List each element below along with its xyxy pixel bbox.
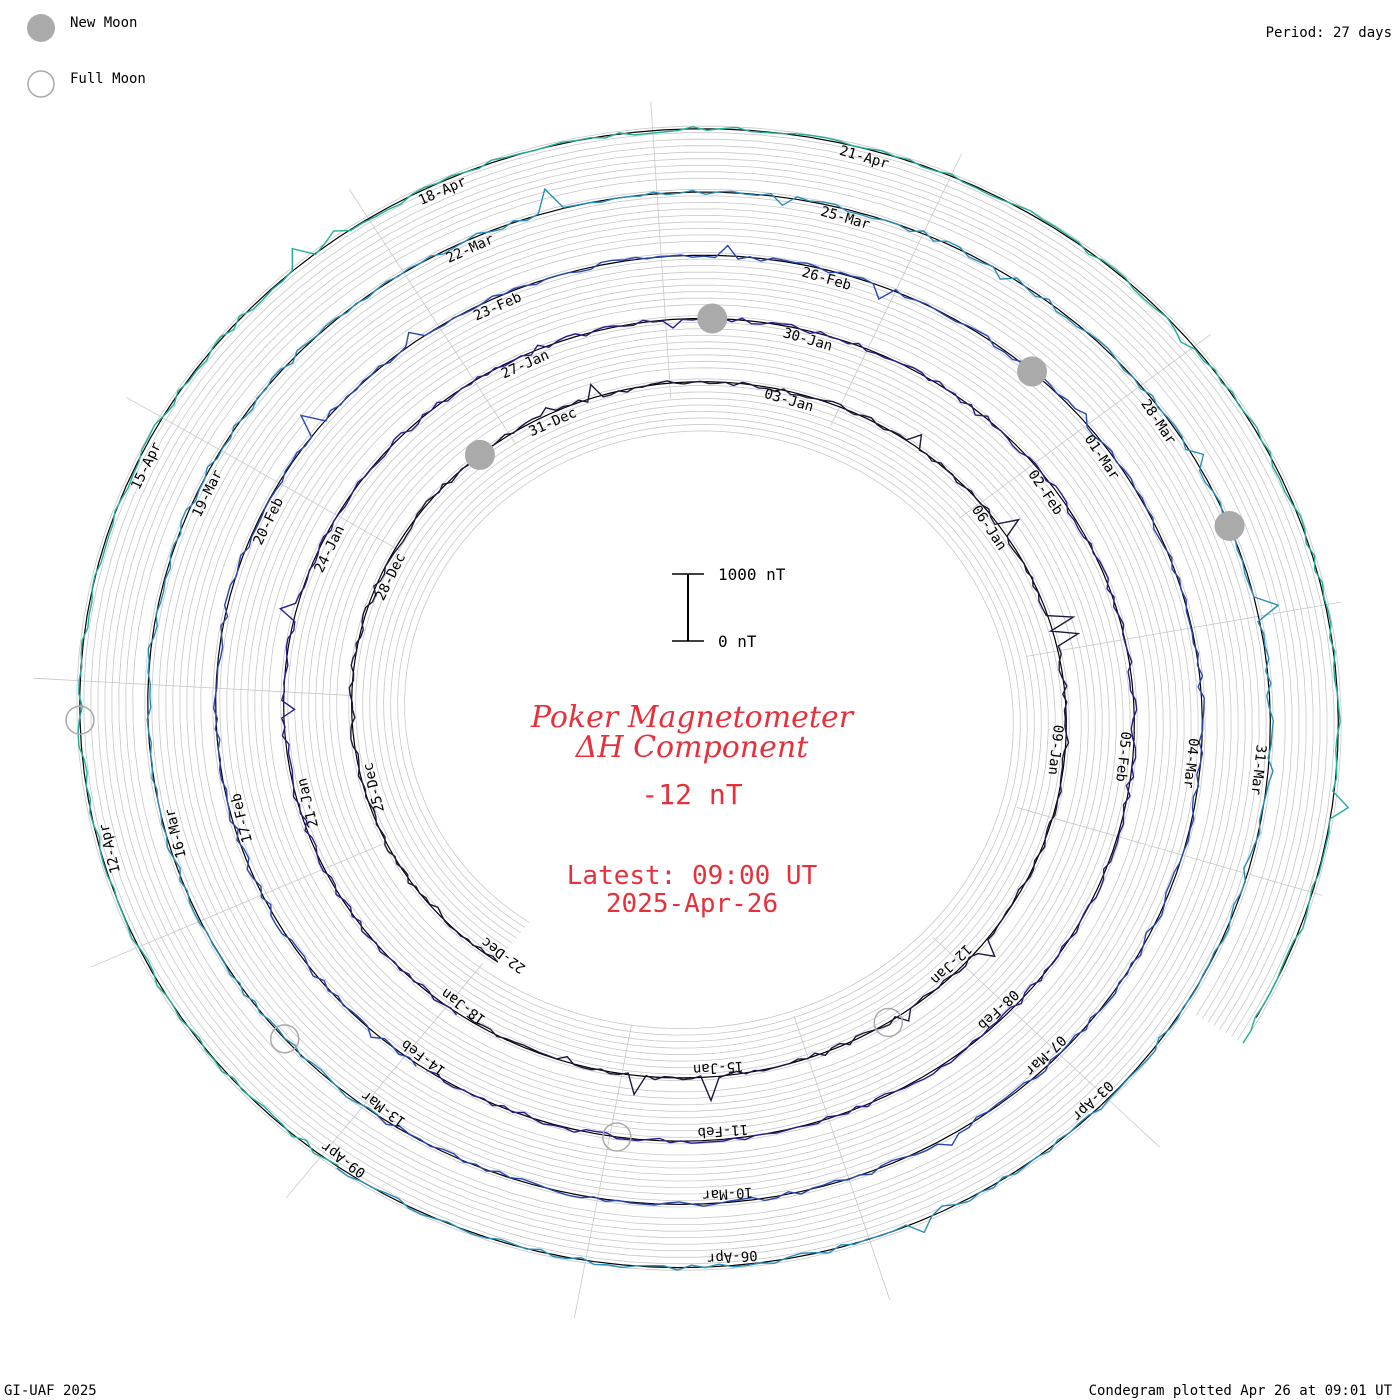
guide-spiral <box>83 132 1335 1265</box>
guide-spiral <box>104 151 1314 1245</box>
latest-date: 2025-Apr-26 <box>606 889 778 919</box>
date-label: 17-Feb <box>228 791 256 844</box>
date-label: 03-Jan <box>762 386 815 415</box>
full-moon-marker <box>65 705 95 735</box>
scale-top-label: 1000 nT <box>718 565 786 584</box>
new-moon-legend-label: New Moon <box>70 15 137 31</box>
new-moon-marker <box>1214 510 1245 541</box>
full-moon-legend-label: Full Moon <box>70 71 146 87</box>
trace-period <box>348 380 1081 1103</box>
date-label: 06-Apr <box>707 1247 759 1266</box>
radial-spoke <box>349 189 516 444</box>
latest-time: Latest: 09:00 UT <box>567 861 818 891</box>
new-moon-marker <box>697 303 728 334</box>
date-label: 01-Mar <box>1081 432 1122 483</box>
new-moon-marker <box>464 439 495 470</box>
date-label: 27-Jan <box>499 347 552 382</box>
date-label: 02-Feb <box>1024 467 1065 518</box>
full-moon-marker <box>269 1024 300 1054</box>
scale-bottom-label: 0 nT <box>718 632 757 651</box>
current-value: -12 nT <box>641 778 742 811</box>
trace-period <box>146 187 1280 1271</box>
date-label: 10-Mar <box>702 1184 754 1203</box>
radial-spoke <box>958 334 1211 519</box>
date-label: 14-Feb <box>398 1036 448 1079</box>
grid-layer <box>33 101 1342 1319</box>
guide-spiral <box>132 177 1286 1219</box>
date-label: 04-Mar <box>1180 737 1201 789</box>
plotted-label: Condegram plotted Apr 26 at 09:01 UT <box>1089 1383 1393 1399</box>
radial-spoke <box>90 844 383 968</box>
trace-period <box>212 244 1205 1207</box>
date-label: 15-Jan <box>692 1058 744 1077</box>
new-moon-legend-icon <box>27 14 55 42</box>
trace-layer <box>77 126 1350 1271</box>
new-moon-marker <box>1017 356 1048 387</box>
moon-layer <box>65 303 1245 1152</box>
full-moon-marker <box>602 1122 632 1152</box>
credit-label: GI-UAF 2025 <box>4 1383 97 1399</box>
radial-spoke <box>1016 807 1323 896</box>
radial-spoke <box>932 936 1160 1148</box>
guide-spiral <box>90 138 1328 1258</box>
date-label: 31-Mar <box>1248 744 1269 796</box>
radial-spoke <box>793 1015 891 1300</box>
radial-spoke <box>285 963 484 1199</box>
guide-spiral <box>97 145 1321 1252</box>
guide-spiral <box>118 164 1300 1232</box>
date-label: 13-Mar <box>359 1087 409 1130</box>
full-moon-marker <box>873 1007 904 1038</box>
date-label: 22-Mar <box>444 232 497 267</box>
date-label: 09-Jan <box>1045 724 1066 776</box>
radial-spoke <box>1026 601 1342 657</box>
date-label: 11-Feb <box>697 1121 749 1140</box>
full-moon-legend-icon <box>27 70 55 98</box>
chart-subtitle: ΔH Component <box>575 730 809 765</box>
date-label: 05-Feb <box>1112 731 1133 783</box>
period-label: Period: 27 days <box>1266 25 1392 41</box>
radial-spoke <box>33 677 353 696</box>
scale-bar <box>672 573 704 642</box>
chart-title: Poker Magnetometer <box>530 700 855 735</box>
radial-spoke <box>126 397 401 552</box>
date-label: 28-Dec <box>373 551 410 603</box>
trace-period <box>77 126 1350 1167</box>
guide-spiral <box>111 158 1307 1239</box>
radial-spoke <box>650 101 672 399</box>
guide-spiral <box>125 171 1293 1225</box>
date-label: 18-Apr <box>416 174 469 209</box>
trace-period <box>278 317 1138 1144</box>
